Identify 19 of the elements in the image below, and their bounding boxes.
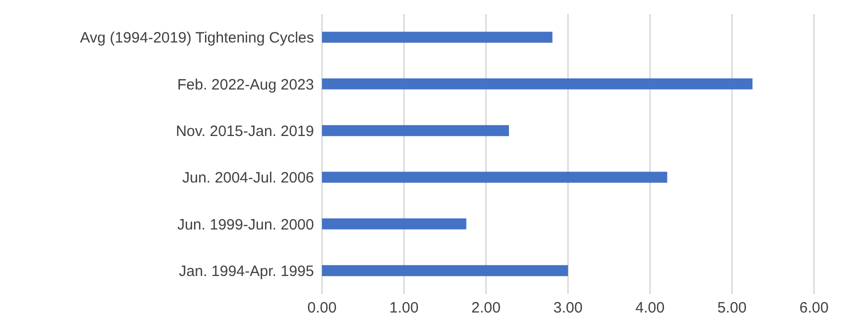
y-tick-label: Jun. 2004-Jul. 2006 [182,170,314,187]
x-tick-label: 4.00 [635,300,665,317]
bar [322,32,552,43]
bar [322,125,509,136]
x-tick-label: 6.00 [799,300,829,317]
bar [322,78,752,90]
x-tick-label: 3.00 [553,300,583,317]
bar [322,172,668,183]
bar [322,265,568,276]
y-tick-label: Jun. 1999-Jun. 2000 [177,216,314,234]
x-tick-label: 2.00 [471,300,501,317]
y-tick-label: Avg (1994-2019) Tightening Cycles [80,30,314,47]
y-tick-label: Nov. 2015-Jan. 2019 [176,122,314,140]
y-tick-label: Feb. 2022-Aug 2023 [177,76,314,94]
y-tick-label: Jan. 1994-Apr. 1995 [178,262,314,280]
x-tick-label: 1.00 [389,300,419,317]
x-tick-label: 5.00 [717,300,747,317]
x-tick-label: 0.00 [307,300,337,317]
bar [322,218,466,230]
